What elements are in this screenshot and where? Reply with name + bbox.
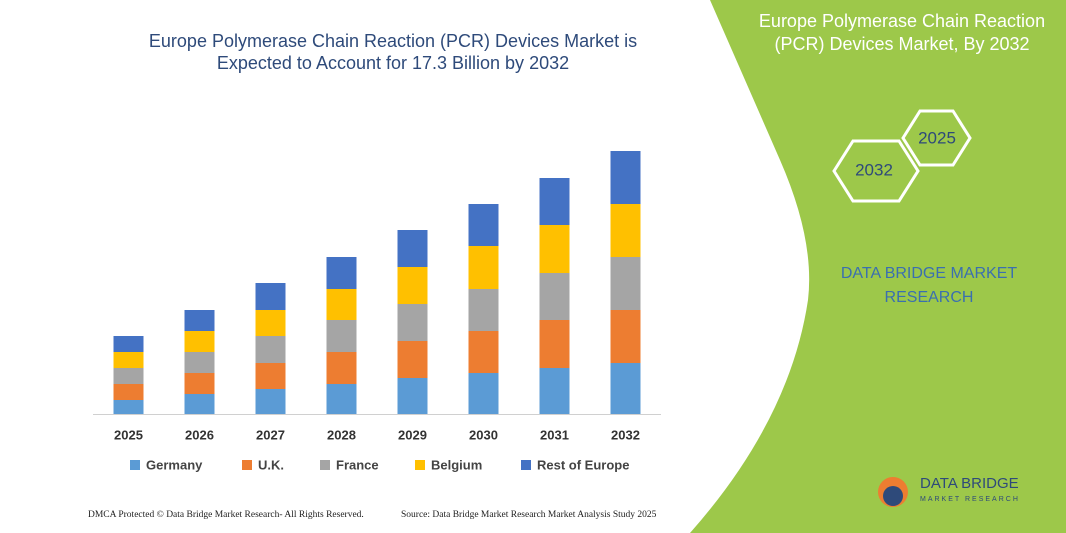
bar-segment (468, 246, 499, 289)
legend-swatch (320, 460, 330, 470)
bar-segment (184, 331, 215, 352)
bar-segment (610, 204, 641, 257)
x-tick-label: 2026 (185, 427, 214, 442)
logo-mark (883, 486, 903, 506)
bar-segment (326, 352, 357, 384)
footer-text: Source: Data Bridge Market Research Mark… (401, 510, 657, 520)
bar-segment (255, 283, 286, 310)
x-tick-label: 2025 (114, 427, 143, 442)
bar-segment (113, 400, 144, 414)
side-panel (690, 0, 1066, 533)
hex-label: 2032 (855, 160, 893, 179)
footer-text: DMCA Protected © Data Bridge Market Rese… (88, 509, 364, 520)
bar-segment (468, 331, 499, 373)
bar-segment (610, 257, 641, 310)
bar-segment (326, 257, 357, 289)
x-tick-label: 2029 (398, 427, 427, 442)
x-tick-label: 2032 (611, 427, 640, 442)
bar-segment (397, 378, 428, 414)
bar-segment (255, 363, 286, 389)
brand-text: RESEARCH (885, 289, 974, 306)
legend-swatch (130, 460, 140, 470)
bar-segment (184, 310, 215, 331)
bar-segment (610, 151, 641, 204)
hexagon (832, 139, 920, 203)
bar-segment (113, 352, 144, 368)
bar-segment (539, 368, 570, 414)
logo-text: DATA BRIDGE (920, 475, 1019, 492)
bar-segment (397, 267, 428, 304)
plot: 2025 2026 2027 2028 2029 2030 2031 2032 Germany U… (113, 151, 641, 472)
bar-segment (539, 225, 570, 273)
bar-segment (539, 320, 570, 368)
chart-title: Expected to Account for 17.3 Billion by … (217, 53, 569, 73)
legend-swatch (415, 460, 425, 470)
bar-segment (184, 394, 215, 414)
bar-segment (539, 273, 570, 320)
brand-text: DATA BRIDGE MARKET (841, 265, 1018, 282)
logo: DATA BRIDGE MARKET RESEARCH (878, 475, 1020, 507)
bar-segment (113, 336, 144, 352)
legend-label: Belgium (431, 457, 482, 472)
legend-label: U.K. (258, 457, 284, 472)
legend-label: Germany (146, 457, 203, 472)
bar-segment (255, 310, 286, 336)
bar-segment (113, 368, 144, 384)
bar-segment (610, 310, 641, 363)
x-tick-label: 2031 (540, 427, 569, 442)
legend-label: Rest of Europe (537, 457, 629, 472)
panel-title: (PCR) Devices Market, By 2032 (774, 34, 1029, 54)
bar-segment (184, 352, 215, 373)
logo-text: MARKET RESEARCH (920, 496, 1020, 503)
bar-segment (326, 384, 357, 414)
legend-swatch (242, 460, 252, 470)
bar-segment (184, 373, 215, 394)
bar-segment (255, 389, 286, 414)
legend-swatch (521, 460, 531, 470)
bar-segment (397, 341, 428, 378)
hex-label: 2025 (918, 128, 956, 147)
bar-segment (397, 230, 428, 267)
x-tick-label: 2028 (327, 427, 356, 442)
chart-title: Europe Polymerase Chain Reaction (PCR) D… (149, 31, 637, 51)
bar-segment (468, 289, 499, 331)
x-tick-label: 2027 (256, 427, 285, 442)
bar-segment (397, 304, 428, 341)
hexagon (901, 109, 972, 167)
bar-segment (610, 363, 641, 414)
bar-segment (468, 204, 499, 246)
bar-segment (255, 336, 286, 363)
x-tick-label: 2030 (469, 427, 498, 442)
bar-segment (326, 289, 357, 320)
legend-label: France (336, 457, 379, 472)
panel-title: Europe Polymerase Chain Reaction (759, 11, 1045, 31)
bar-segment (326, 320, 357, 352)
bar-segment (113, 384, 144, 400)
bar-segment (539, 178, 570, 225)
bar-segment (468, 373, 499, 414)
